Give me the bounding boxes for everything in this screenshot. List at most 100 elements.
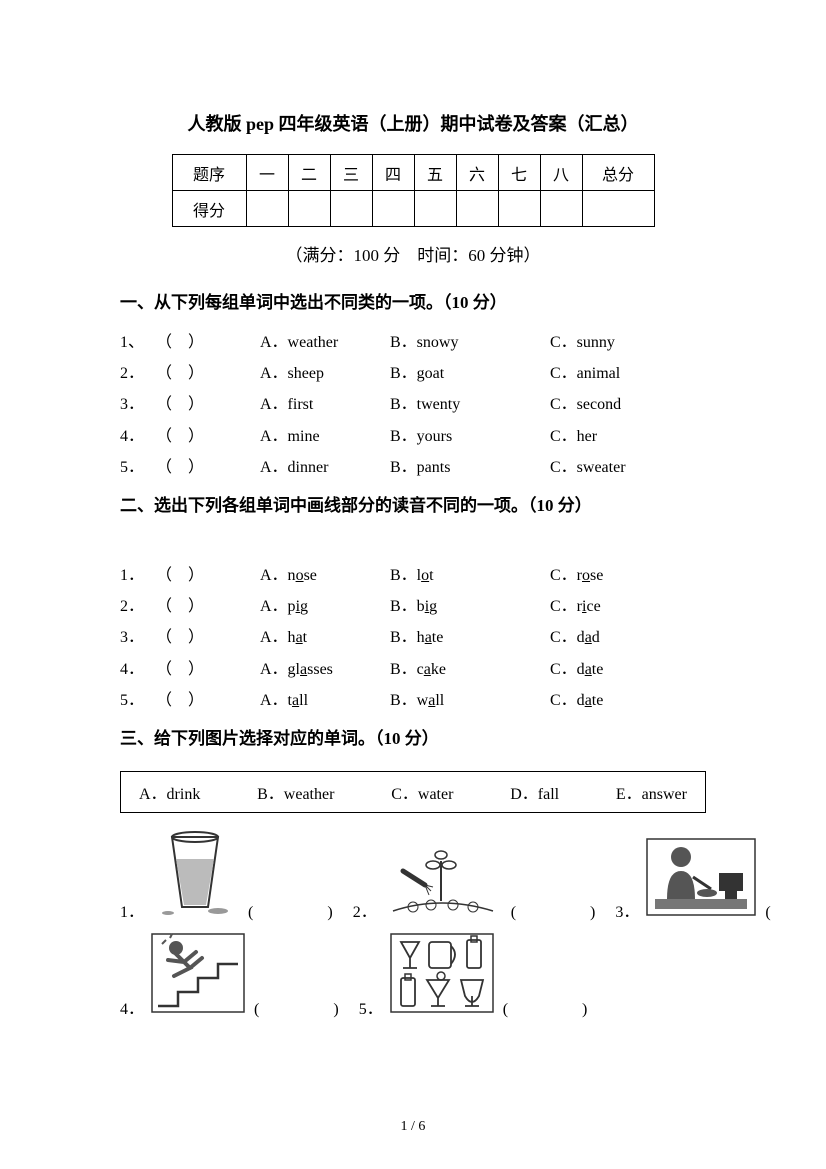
cell-blank[interactable] [330, 191, 372, 227]
answer-blank[interactable]: ( ) [254, 995, 353, 1019]
option-d: D．fall [510, 780, 559, 804]
option-a: A．hat [260, 622, 390, 653]
cell-num: 七 [498, 155, 540, 191]
cell-blank[interactable] [414, 191, 456, 227]
option-b: B．big [390, 591, 550, 622]
page-number: 1 / 6 [0, 1119, 826, 1135]
option-b: B．wall [390, 685, 550, 716]
q-number: 2． [120, 591, 156, 622]
answer-blank[interactable]: （ ） [156, 358, 260, 389]
score-table: 题序 一 二 三 四 五 六 七 八 总分 得分 [172, 154, 655, 227]
section-1-questions: 1、（ ）A．weatherB．snowyC．sunny2．（ ）A．sheep… [120, 327, 706, 483]
watering-plant-icon [383, 841, 503, 922]
option-b: B．snowy [390, 327, 550, 358]
cell-num: 四 [372, 155, 414, 191]
picture-item: 5． ( ) [359, 932, 602, 1019]
cell-blank[interactable] [582, 191, 654, 227]
answer-blank[interactable]: ( ) [765, 898, 826, 922]
answer-blank[interactable]: （ ） [156, 389, 260, 420]
question-row: 4．（ ）A．mineB．yoursC．her [120, 421, 706, 452]
option-c: C．sunny [550, 327, 615, 358]
answer-phone-icon [645, 837, 757, 922]
option-a: A．pig [260, 591, 390, 622]
table-row: 题序 一 二 三 四 五 六 七 八 总分 [172, 155, 654, 191]
option-c: C．animal [550, 358, 620, 389]
cell-num: 二 [288, 155, 330, 191]
cell-blank[interactable] [288, 191, 330, 227]
q-number: 1． [120, 560, 156, 591]
option-c: C．rose [550, 560, 603, 591]
option-a: A．mine [260, 421, 390, 452]
option-b: B．cake [390, 654, 550, 685]
option-c: C．date [550, 685, 603, 716]
answer-blank[interactable]: （ ） [156, 421, 260, 452]
option-b: B．goat [390, 358, 550, 389]
answer-blank[interactable]: （ ） [156, 685, 260, 716]
option-a: A．first [260, 389, 390, 420]
question-row: 3．（ ）A．firstB．twentyC．second [120, 389, 706, 420]
option-b: B．pants [390, 452, 550, 483]
answer-blank[interactable]: （ ） [156, 560, 260, 591]
q-number: 2． [120, 358, 156, 389]
cell-num: 八 [540, 155, 582, 191]
cell-num: 五 [414, 155, 456, 191]
cell-blank[interactable] [246, 191, 288, 227]
option-b: B．weather [257, 780, 334, 804]
cell-label: 得分 [172, 191, 246, 227]
answer-blank[interactable]: ( ) [503, 995, 602, 1019]
answer-blank[interactable]: ( ) [248, 898, 347, 922]
option-a: A．glasses [260, 654, 390, 685]
section-2-questions: 1．（ ）A．noseB．lotC．rose2．（ ）A．pigB．bigC．r… [120, 560, 706, 716]
option-c: C．water [391, 780, 453, 804]
q-number: 3． [120, 622, 156, 653]
meta-info: （满分：100 分 时间：60 分钟） [120, 241, 706, 266]
picture-item: 4． ( ) [120, 932, 353, 1019]
section-2-header: 二、选出下列各组单词中画线部分的读音不同的一项。（10 分） [120, 491, 706, 516]
answer-blank[interactable]: （ ） [156, 622, 260, 653]
cell-blank[interactable] [372, 191, 414, 227]
picture-item: 2． ( ) [353, 841, 610, 922]
answer-blank[interactable]: （ ） [156, 591, 260, 622]
cell-blank[interactable] [498, 191, 540, 227]
question-row: 2．（ ）A．pigB．bigC．rice [120, 591, 706, 622]
option-a: A．drink [139, 780, 200, 804]
option-a: A．sheep [260, 358, 390, 389]
option-a: A．dinner [260, 452, 390, 483]
answer-blank[interactable]: （ ） [156, 327, 260, 358]
cell-label: 题序 [172, 155, 246, 191]
question-row: 1．（ ）A．noseB．lotC．rose [120, 560, 706, 591]
option-b: B．twenty [390, 389, 550, 420]
q-number: 3． [120, 389, 156, 420]
cell-blank[interactable] [540, 191, 582, 227]
cell-num: 三 [330, 155, 372, 191]
question-row: 5．（ ）A．dinnerB．pantsC．sweater [120, 452, 706, 483]
answer-blank[interactable]: （ ） [156, 452, 260, 483]
table-row: 得分 [172, 191, 654, 227]
option-b: B．lot [390, 560, 550, 591]
pic-num: 5． [359, 995, 383, 1019]
picture-item: 1． ( ) [120, 827, 347, 922]
option-c: C．rice [550, 591, 601, 622]
option-a: A．tall [260, 685, 390, 716]
question-row: 5．（ ）A．tallB．wallC．date [120, 685, 706, 716]
cell-blank[interactable] [456, 191, 498, 227]
answer-blank[interactable]: （ ） [156, 654, 260, 685]
option-c: C．date [550, 654, 603, 685]
picture-row-2: 4． ( ) 5． [120, 932, 706, 1019]
option-c: C．dad [550, 622, 600, 653]
question-row: 1、（ ）A．weatherB．snowyC．sunny [120, 327, 706, 358]
option-a: A．weather [260, 327, 390, 358]
cell-num: 六 [456, 155, 498, 191]
answer-blank[interactable]: ( ) [511, 898, 610, 922]
cell-total: 总分 [582, 155, 654, 191]
page-title: 人教版 pep 四年级英语（上册）期中试卷及答案（汇总） [120, 110, 706, 136]
option-a: A．nose [260, 560, 390, 591]
q-number: 4． [120, 654, 156, 685]
option-b: B．yours [390, 421, 550, 452]
word-options-box: A．drink B．weather C．water D．fall E．answe… [120, 771, 706, 813]
q-number: 5． [120, 452, 156, 483]
drinks-grid-icon [389, 932, 495, 1019]
glass-water-icon [150, 827, 240, 922]
question-row: 2．（ ）A．sheepB．goatC．animal [120, 358, 706, 389]
q-number: 1、 [120, 327, 156, 358]
